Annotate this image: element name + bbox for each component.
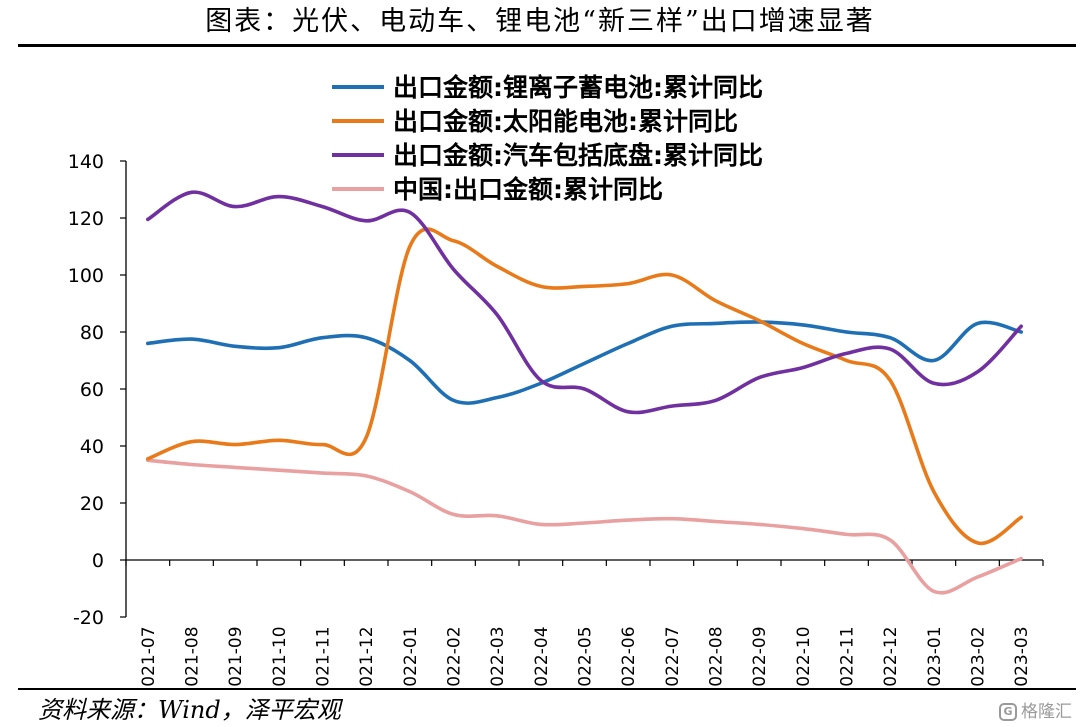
x-tick-label: 2021-08 <box>183 626 203 690</box>
legend: 出口金额:锂离子蓄电池:累计同比出口金额:太阳能电池:累计同比出口金额:汽车包括… <box>332 73 763 204</box>
footer-rule <box>18 688 1076 690</box>
series-line-1 <box>146 320 1023 405</box>
legend-label: 出口金额:汽车包括底盘:累计同比 <box>393 141 763 170</box>
series-line-3 <box>146 190 1023 415</box>
x-tick-label: 2021-07 <box>139 626 159 690</box>
x-tick-label: 2022-07 <box>663 626 683 690</box>
y-tick-label: 120 <box>68 208 104 230</box>
y-tick-label: 60 <box>80 379 104 401</box>
legend-label: 出口金额:太阳能电池:累计同比 <box>393 107 738 136</box>
y-tick-label: 20 <box>80 493 104 515</box>
x-axis: 2021-07 2021-08 2021-09 2021-10 2021-11 2021-… <box>125 559 1044 690</box>
page-title: 图表：光伏、电动车、锂电池“新三样”出口增速显著 <box>205 6 875 37</box>
x-tick-label: 2021-11 <box>314 626 334 690</box>
watermark: G 格隆汇 <box>999 700 1072 724</box>
x-tick-label: 2022-09 <box>750 626 770 690</box>
y-tick-label: 100 <box>68 265 104 287</box>
series-line-4 <box>146 458 1023 595</box>
x-tick-label: 2022-01 <box>401 626 421 690</box>
legend-label: 中国:出口金额:累计同比 <box>393 175 663 204</box>
watermark-logo-icon: G <box>999 703 1017 721</box>
title-rule <box>18 44 1076 47</box>
x-tick-label: 2022-08 <box>707 626 727 690</box>
y-tick-label: 40 <box>80 436 104 458</box>
x-tick-label: 2023-01 <box>925 626 945 690</box>
x-tick-label: 2022-06 <box>619 626 639 690</box>
series-line-2 <box>146 227 1023 546</box>
x-tick-label: 2022-12 <box>881 626 901 690</box>
x-tick-label: 2021-12 <box>357 626 377 690</box>
x-tick-label: 2021-09 <box>226 626 246 690</box>
x-tick-label: 2022-05 <box>576 626 596 690</box>
x-tick-label: 2022-10 <box>794 626 814 690</box>
watermark-text: 格隆汇 <box>1021 702 1072 722</box>
x-tick-label: 2023-03 <box>1012 626 1032 690</box>
x-tick-label: 2022-02 <box>445 626 465 690</box>
source-note: 资料来源：Wind，泽平宏观 <box>38 696 341 724</box>
y-tick-label: 80 <box>80 322 104 344</box>
x-tick-label: 2022-04 <box>532 626 552 690</box>
y-tick-label: 0 <box>92 550 104 572</box>
y-tick-label: -20 <box>73 607 104 629</box>
x-tick-label: 2022-03 <box>488 626 508 690</box>
x-tick-label: 2021-10 <box>270 626 290 690</box>
x-tick-label: 2022-11 <box>838 626 858 690</box>
y-axis: -20 0 20 40 60 80 100 120 140 <box>68 151 127 629</box>
y-tick-label: 140 <box>68 151 104 173</box>
legend-label: 出口金额:锂离子蓄电池:累计同比 <box>393 73 763 102</box>
series-layer <box>146 190 1023 595</box>
x-tick-label: 2023-02 <box>969 626 989 690</box>
